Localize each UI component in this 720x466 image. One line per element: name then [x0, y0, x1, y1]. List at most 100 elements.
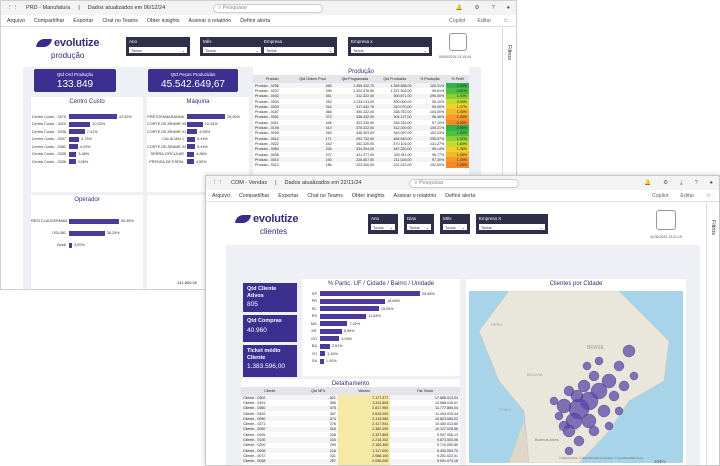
map-bubble[interactable] — [608, 390, 620, 402]
table-row[interactable]: Produto - 0004 252 1.234.011,00 300.000,00 9… — [253, 98, 469, 105]
slicer-ano[interactable]: Ano Todos ⌄ — [368, 214, 398, 234]
map-bubble[interactable] — [554, 411, 564, 421]
bar-row[interactable]: CALIA MAI 1 5,44% — [147, 136, 249, 144]
table-row[interactable]: Cliente - 0130 316 2.215.302 9.873.503,06 — [241, 437, 460, 443]
bar[interactable] — [320, 351, 326, 357]
bar-row[interactable]: PRETOFAMARANHA 25,26% — [147, 113, 249, 121]
bar-row[interactable]: Centro Custo - 3381 4,03% — [31, 143, 143, 151]
search-input[interactable]: ⌕ Pesquisar — [213, 3, 324, 13]
table-row[interactable]: Cliente - 0200 299 2.160.300 9.710.050,80 — [241, 442, 460, 448]
table-row[interactable]: Produto - 0313 186 222.300,00 221.212,00 102… — [253, 162, 469, 168]
bar[interactable] — [69, 136, 80, 142]
bell-icon[interactable]: 🔔 — [455, 5, 463, 11]
table-row[interactable]: Produto - 0296 465 1.355.332,70 1.359.556,0… — [253, 83, 469, 89]
bar-row[interactable]: Centro Custo - 3320 10,03% — [31, 121, 143, 129]
table-row[interactable]: Cliente - 2491 365 3.411.805 13.988.016,01 — [241, 400, 460, 406]
app-grid-icon[interactable]: ⋮⋮ — [212, 180, 223, 186]
map-bubble[interactable] — [577, 379, 591, 393]
bar[interactable] — [187, 159, 194, 165]
table-row[interactable]: Produto - 0063 234 334.304,00 467.320,00 95,… — [253, 146, 469, 152]
map-bubble[interactable] — [556, 398, 572, 414]
toolbar-chat-teams[interactable]: Chat no Teams — [307, 192, 343, 199]
slicer-empresa[interactable]: Empresa Todos ⌄ — [261, 37, 337, 56]
gear-icon[interactable]: ⚙ — [474, 5, 480, 11]
bar[interactable] — [320, 298, 386, 304]
copilot-button[interactable]: Copilot — [651, 192, 669, 199]
bar[interactable] — [69, 218, 119, 224]
table-row[interactable]: Produto - 0011 446 322.330,00 326.332,00 97,… — [253, 120, 469, 126]
bar-row[interactable]: MT 5,59% — [302, 328, 460, 336]
app-grid-icon[interactable]: ⋮⋮ — [7, 5, 18, 11]
download-icon[interactable]: ⤓ — [680, 179, 683, 186]
bar[interactable] — [187, 144, 196, 150]
bar[interactable] — [320, 358, 324, 364]
table-row[interactable]: Cliente - 0072 331 2.086.100 9.251.022,01 — [241, 453, 460, 459]
table-row[interactable]: Produto - 0022 242 302.320,00 470.101,00 131… — [253, 141, 469, 147]
table-row[interactable]: Produto - 0187 366 450.322,00 338.752,00 104… — [253, 109, 469, 115]
slicer-empresa-x[interactable]: Empresa X Todos ⌄ — [476, 214, 548, 234]
map-bubble[interactable] — [597, 404, 611, 418]
map-bubble[interactable] — [558, 420, 570, 432]
bar-row[interactable]: RS 11,84% — [302, 313, 460, 321]
table-row[interactable]: Cliente - 0038 257 2.056.000 9.091.074,18 — [241, 458, 460, 464]
map-bubble[interactable] — [601, 373, 617, 389]
slicer-dias[interactable]: Dias Todos ⌄ — [404, 214, 434, 234]
table-row[interactable]: Produto - 0010 193 225.507,00 211.025,00 97,… — [253, 157, 469, 163]
bar[interactable] — [187, 121, 203, 127]
map-bubble[interactable] — [622, 344, 636, 358]
bar-row[interactable]: PR 16,66% — [302, 298, 460, 306]
bar-row[interactable]: OSL081 36,24% — [31, 227, 143, 239]
reset-filter-button[interactable] — [449, 33, 467, 51]
table-row[interactable]: Produto - 0036 227 421.377,00 420.911,00 99,… — [253, 151, 469, 158]
toolbar-compartilhar[interactable]: Compartilhar — [33, 17, 65, 24]
slicer-mes[interactable]: Mês Todos ⌄ — [200, 37, 264, 56]
toolbar-assinar[interactable]: Assinar o relatório — [393, 192, 437, 199]
bar[interactable] — [187, 114, 225, 120]
bar-row[interactable]: Centro Custo - 3397 4,73% — [31, 136, 143, 144]
map-bubble[interactable] — [588, 370, 600, 382]
map-bubble[interactable] — [618, 380, 630, 392]
reset-filter-button[interactable] — [656, 210, 676, 230]
bar[interactable] — [187, 136, 196, 142]
bar-row[interactable]: Centro Custo - 3336 7,41% — [31, 128, 143, 136]
star-icon[interactable]: ☆ — [706, 192, 711, 199]
bar[interactable] — [187, 151, 195, 157]
map-bubble[interactable] — [594, 356, 604, 366]
bar[interactable] — [187, 129, 198, 135]
table-row[interactable]: Cliente - 0090 374 2.415.580 10.823.085,02 — [241, 416, 460, 422]
table-row[interactable]: Cliente - 0006 216 2.117.000 9.433.053,70 — [241, 447, 460, 454]
toolbar-exportar[interactable]: Exportar — [278, 192, 299, 199]
toolbar-exportar[interactable]: Exportar — [73, 17, 94, 24]
toolbar-arquivo[interactable]: Arquivo — [212, 192, 230, 199]
table-row[interactable]: Cliente - 0420 367 2.619.000 11.404.019,44 — [241, 410, 460, 417]
bar-row[interactable]: SP 25,58% — [302, 290, 460, 298]
table-row[interactable]: Cliente - 0302 821 7.177.377 17.666.013,94 — [241, 395, 460, 401]
bar-row[interactable]: RJ 1,34% — [302, 350, 460, 358]
column-header[interactable]: Qtd Ordem Prod — [291, 75, 334, 83]
toolbar-insights[interactable]: Obter insights — [146, 17, 180, 24]
bar-row[interactable]: CORTE DE ARAME 01 6,95% — [147, 128, 249, 136]
map-clientes-cidade[interactable]: BRASIL PERU BOLIVIA Buenos Aires URUGUAI… — [469, 291, 683, 463]
bar[interactable] — [69, 144, 78, 150]
toolbar-chat-teams[interactable]: Chat no Teams — [102, 17, 138, 24]
column-header[interactable]: % Produção — [413, 75, 447, 83]
bar-row[interactable]: Centro Custo - 3370 22,52% — [31, 113, 143, 121]
table-row[interactable]: Cliente - 0360 475 2.817.960 11.777.884,04 — [241, 405, 460, 411]
column-header[interactable]: Fat. Bruto — [390, 387, 460, 395]
bar[interactable] — [69, 159, 76, 165]
bar[interactable] — [69, 151, 77, 157]
column-header[interactable]: Cliente — [241, 387, 299, 395]
map-bubble[interactable] — [564, 446, 574, 456]
table-row[interactable]: Produto - 0195 414 375.322,00 312.200,00 100… — [253, 125, 469, 131]
map-bubble[interactable] — [549, 396, 559, 406]
column-header[interactable]: Qtd NF's — [298, 387, 338, 395]
column-header[interactable]: % Perfil — [446, 75, 469, 83]
map-bubble[interactable] — [588, 425, 600, 437]
map-bubble[interactable] — [582, 361, 592, 371]
help-icon[interactable]: ? — [491, 5, 495, 11]
bell-icon[interactable]: 🔔 — [644, 179, 652, 186]
table-row[interactable]: Produto - 0009 263 345.303,00 343.097,00 102… — [253, 130, 469, 136]
bar-row[interactable]: CORTE DE ARAME 03 5,44% — [147, 143, 249, 151]
table-row[interactable]: Cliente - 01293052.002.3008.980.084,60 — [241, 463, 460, 465]
map-bubble[interactable] — [570, 389, 584, 403]
